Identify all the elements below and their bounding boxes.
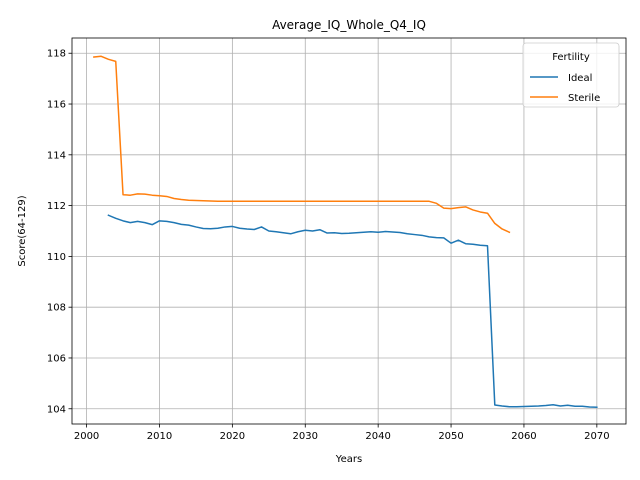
x-tick-label: 2050	[438, 431, 463, 442]
x-axis-label: Years	[335, 454, 362, 465]
y-tick-label: 116	[47, 100, 66, 111]
legend-title: Fertility	[552, 52, 590, 63]
x-tick-label: 2040	[365, 431, 390, 442]
y-tick-label: 104	[47, 404, 66, 415]
y-tick-label: 110	[47, 252, 66, 263]
y-tick-label: 114	[47, 150, 66, 161]
x-tick-label: 2060	[511, 431, 536, 442]
y-axis-label: Score(64-129)	[17, 195, 28, 266]
series-line-sterile	[93, 55, 511, 234]
x-tick-label: 2070	[584, 431, 609, 442]
series-line-ideal	[107, 214, 598, 409]
x-tick-label: 2010	[147, 431, 172, 442]
series-lines	[93, 55, 598, 409]
y-tick-label: 108	[47, 303, 66, 314]
chart-title: Average_IQ_Whole_Q4_IQ	[272, 18, 426, 32]
x-tick-label: 2030	[293, 431, 318, 442]
y-tick-label: 118	[47, 49, 66, 60]
legend-label-ideal: Ideal	[568, 73, 592, 84]
legend-label-sterile: Sterile	[568, 93, 600, 104]
x-tick-label: 2000	[74, 431, 99, 442]
legend: Fertility Ideal Sterile	[522, 42, 620, 108]
y-tick-label: 112	[47, 201, 66, 212]
x-tick-label: 2020	[220, 431, 245, 442]
axis-ticks: 2000 2010 2020 2030 2040 2050 2060 2070 104 106 10…	[47, 49, 610, 442]
plot-frame	[71, 37, 627, 425]
y-tick-label: 106	[47, 353, 66, 364]
legend-box	[522, 42, 620, 108]
